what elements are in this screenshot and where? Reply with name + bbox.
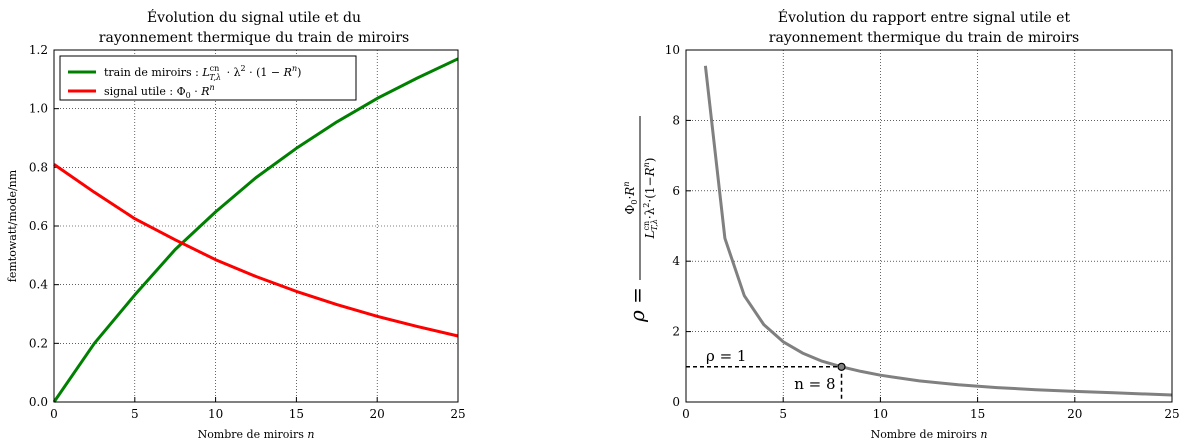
- x-tick-label: 0: [50, 407, 58, 421]
- right-chart-title-line1: Évolution du rapport entre signal utile …: [778, 8, 1071, 26]
- left-y-axis-label: femtowatt/mode/nm: [6, 169, 19, 282]
- right-x-axis-label: Nombre de miroirs n: [871, 428, 988, 441]
- x-tick-label: 0: [682, 407, 690, 421]
- y-tick-label: 0.6: [29, 219, 48, 233]
- left-chart: Évolution du signal utile et du rayonnem…: [6, 8, 466, 441]
- x-tick-label: 25: [1164, 407, 1179, 421]
- series-line-0: [703, 65, 1173, 397]
- y-tick-label: 4: [672, 254, 680, 268]
- x-tick-label: 10: [873, 407, 888, 421]
- y-tick-label: 6: [672, 184, 680, 198]
- intersection-marker: [837, 362, 846, 371]
- legend-entry-train-de-miroirs: train de miroirs : Lcn T,λ · λ2 · (1 − Rn…: [104, 64, 301, 82]
- series-line-1: [53, 163, 459, 338]
- left-x-axis-label: Nombre de miroirs n: [198, 428, 315, 441]
- x-tick-label: 20: [370, 407, 385, 421]
- x-tick-label: 20: [1067, 407, 1082, 421]
- right-y-axis-label: ρ = Φ0·Rn LcnT,λ·λ2·(1−Rn): [622, 116, 659, 323]
- ratio-denominator: LcnT,λ·λ2·(1−Rn): [642, 158, 659, 240]
- x-tick-label: 5: [131, 407, 139, 421]
- right-annotations: ρ = 1 n = 8: [686, 347, 846, 402]
- left-legend: train de miroirs : Lcn T,λ · λ2 · (1 − Rn…: [59, 55, 357, 101]
- y-tick-label: 0.4: [29, 278, 48, 292]
- right-chart-title-line2: rayonnement thermique du train de miroir…: [769, 30, 1079, 46]
- y-tick-label: 8: [672, 113, 680, 127]
- x-tick-label: 15: [970, 407, 985, 421]
- y-tick-label: 0.8: [29, 160, 48, 174]
- left-grid: [53, 49, 459, 403]
- y-tick-label: 0: [672, 395, 680, 409]
- legend-entry-signal-utile: signal utile : Φ0 · Rn: [104, 83, 215, 100]
- left-y-ticks: 0.0 0.2 0.4 0.6 0.8 1.0 1.2: [29, 43, 59, 409]
- y-tick-label: 1.0: [29, 102, 48, 116]
- rho-equals-one-label: ρ = 1: [706, 347, 746, 365]
- right-chart: Évolution du rapport entre signal utile …: [622, 8, 1180, 441]
- left-xlabel-n: n: [307, 428, 314, 441]
- y-tick-label: 0.0: [29, 395, 48, 409]
- left-xlabel-text: Nombre de miroirs: [198, 428, 308, 441]
- right-x-ticks: 0 5 10 15 20 25: [682, 397, 1180, 421]
- x-tick-label: 10: [208, 407, 223, 421]
- left-plot-frame: [53, 49, 459, 403]
- left-x-ticks: 0 5 10 15 20 25: [50, 397, 466, 421]
- ratio-numerator: Φ0·Rn: [622, 182, 639, 215]
- left-chart-title-line2: rayonnement thermique du train de miroir…: [99, 30, 409, 46]
- rho-symbol: ρ =: [625, 287, 649, 323]
- y-tick-label: 0.2: [29, 336, 48, 350]
- left-chart-title-line1: Évolution du signal utile et du: [147, 8, 361, 26]
- legend-box: [59, 55, 357, 101]
- y-tick-label: 10: [665, 43, 680, 57]
- right-plot-frame: [685, 49, 1173, 403]
- x-tick-label: 5: [779, 407, 787, 421]
- n-equals-eight-label: n = 8: [794, 375, 835, 393]
- series-line-0: [52, 57, 459, 403]
- right-grid: [685, 49, 1173, 403]
- y-tick-label: 1.2: [29, 43, 48, 57]
- x-tick-label: 25: [450, 407, 465, 421]
- y-tick-label: 2: [672, 325, 680, 339]
- right-series-lines: [703, 65, 1173, 397]
- right-y-ticks: 0 2 4 6 8 10: [665, 43, 691, 409]
- left-series-lines: [52, 57, 459, 403]
- x-tick-label: 15: [289, 407, 304, 421]
